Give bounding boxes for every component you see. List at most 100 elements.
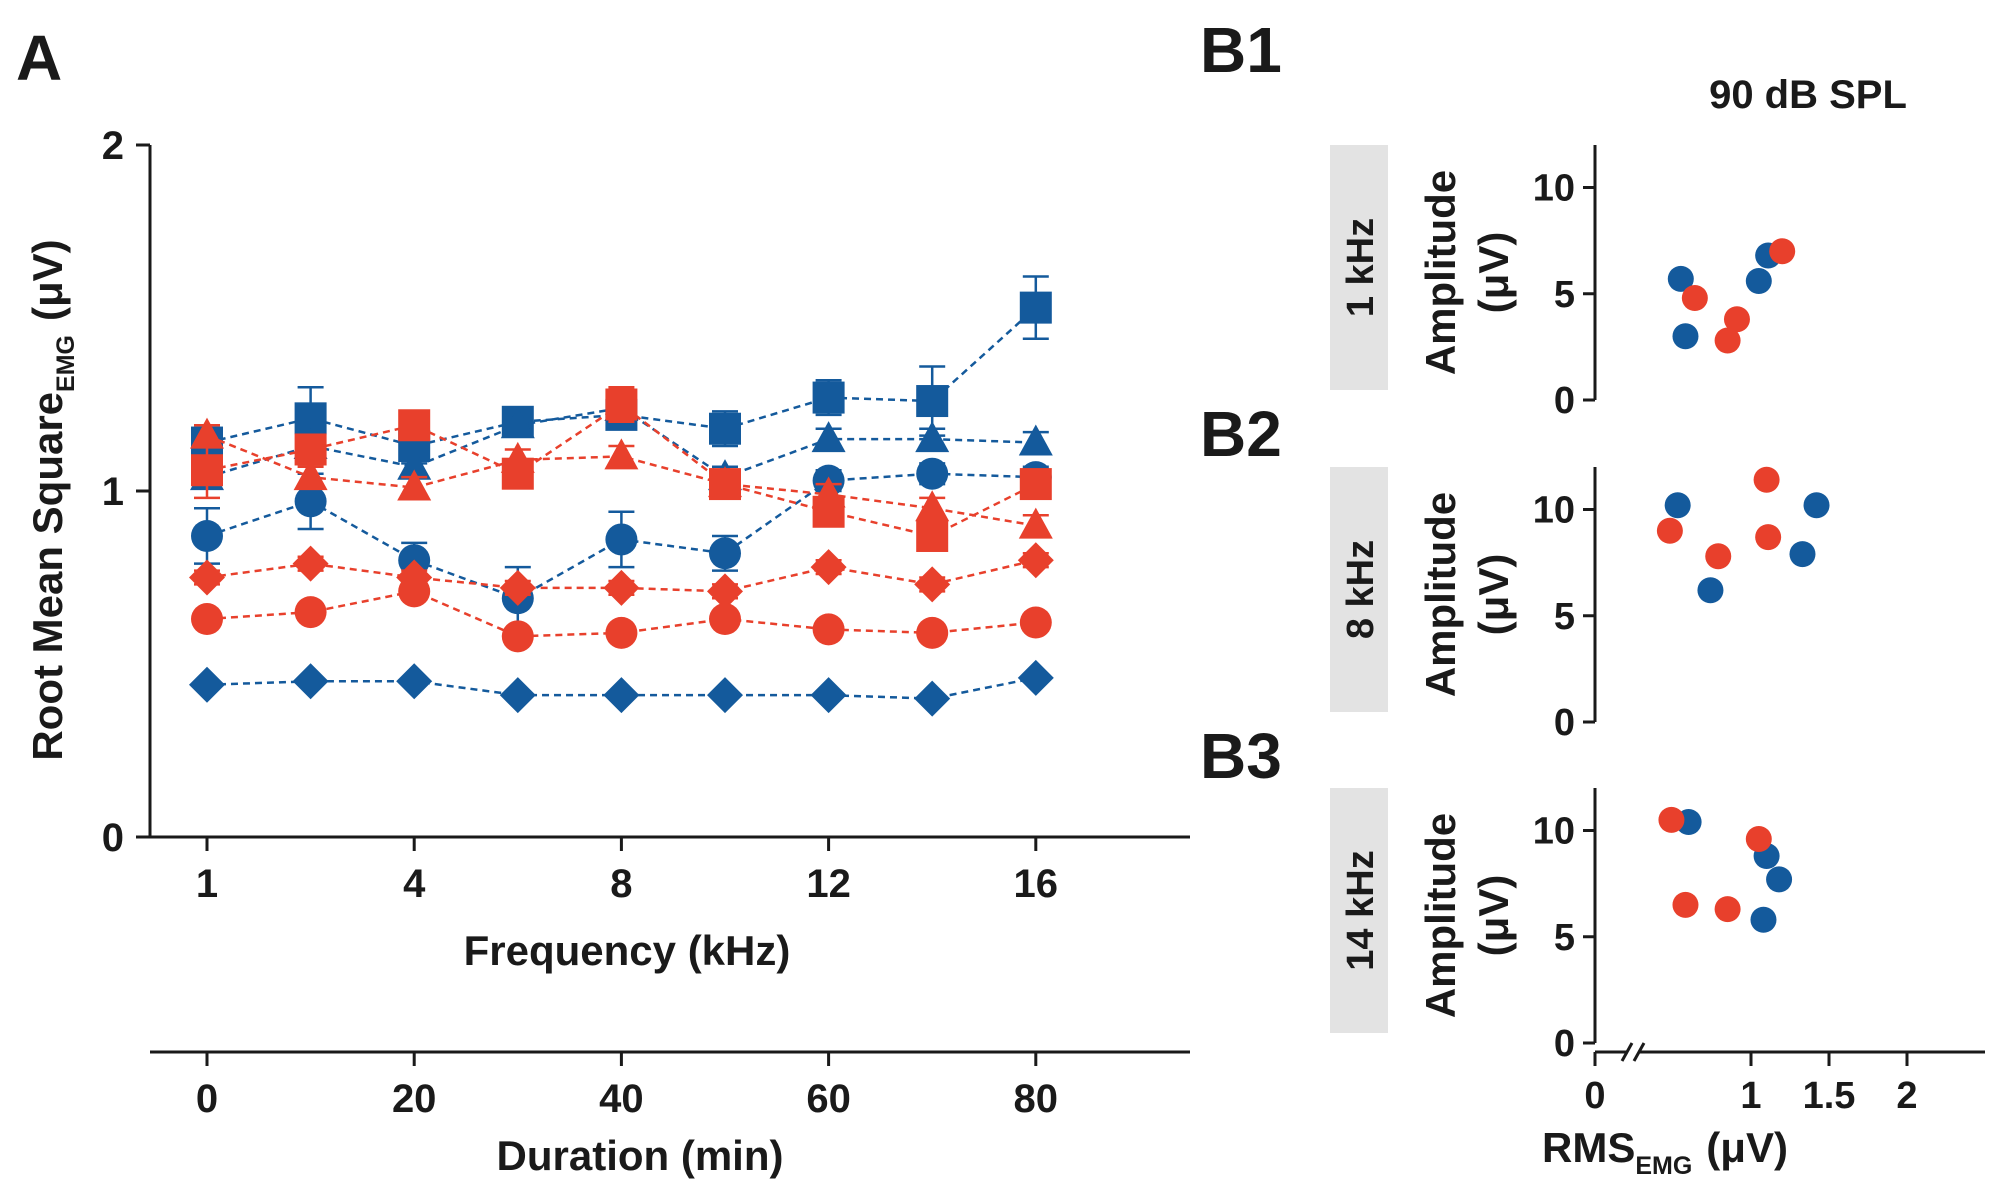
panel-a-frequency-tick-label: 12 <box>806 862 851 906</box>
panel-b-x-tick-label: 1 <box>1740 1075 1761 1117</box>
panel-label-b1: B1 <box>1200 14 1282 86</box>
panel-b-y-tick-label: 5 <box>1554 274 1575 316</box>
data-point-red-diamond <box>189 559 225 596</box>
data-point-red-circle <box>191 603 223 636</box>
series-red-triangle <box>190 417 1053 539</box>
panel-a-duration-tick-label: 0 <box>196 1077 218 1121</box>
scatter-point-red <box>1714 327 1741 354</box>
scatter-point-blue <box>1803 492 1830 519</box>
panel-a-series <box>189 275 1054 717</box>
data-point-red-square <box>916 519 949 552</box>
data-point-blue-circle <box>605 523 638 556</box>
panel-label-b2: B2 <box>1200 398 1282 470</box>
data-point-red-triangle <box>708 466 742 498</box>
panel-a-y-axis-title-unit: (μV) <box>24 239 71 321</box>
data-point-blue-circle <box>191 519 223 552</box>
scatter-point-red <box>1753 466 1780 493</box>
panel-b-y-axis-title-main: Amplitude <box>1417 492 1464 697</box>
data-point-red-triangle <box>190 417 224 449</box>
panel-a-frequency-tick-label: 8 <box>610 862 632 906</box>
data-point-red-circle <box>398 575 431 608</box>
axis-break-mark <box>1632 1042 1646 1062</box>
panel-a-y-tick-label: 1 <box>102 470 124 514</box>
panel-b-y-tick-label: 10 <box>1533 490 1575 532</box>
data-point-blue-diamond <box>499 677 536 714</box>
panel-b-x-axis-title: RMSEMG (μV) <box>1542 1124 1788 1180</box>
panel-b-y-axis-title-main: Amplitude <box>1417 170 1464 375</box>
data-point-red-circle <box>709 603 741 636</box>
data-point-blue-square <box>1019 291 1052 324</box>
data-point-blue-square <box>916 385 949 418</box>
frequency-label-box <box>1330 467 1388 712</box>
data-point-red-triangle <box>293 459 328 491</box>
series-line-blue-diamond <box>206 676 1037 700</box>
data-point-red-triangle <box>397 469 432 501</box>
series-line-blue-triangle <box>206 406 1036 479</box>
panel-a-y-axis-title: Root Mean SquareEMG (μV) <box>24 239 80 760</box>
data-point-red-triangle <box>1018 507 1053 539</box>
data-point-red-triangle <box>500 441 535 473</box>
data-point-blue-diamond <box>189 666 225 703</box>
panel-b-row-2: 8 kHz Amplitude (μV) 0 5 10 <box>1330 466 1830 744</box>
panel-b-y-tick-label: 5 <box>1554 596 1575 638</box>
data-point-blue-triangle <box>811 421 846 453</box>
data-point-blue-diamond <box>1017 659 1054 696</box>
panel-a-frequency-tick-label: 16 <box>1014 862 1059 906</box>
scatter-point-blue <box>1766 866 1793 893</box>
scatter-point-red <box>1745 826 1772 852</box>
frequency-label-box <box>1330 788 1388 1033</box>
scatter-point-blue <box>1750 906 1777 933</box>
scatter-point-red <box>1658 806 1685 833</box>
panel-b-y-axis-title-unit: (μV) <box>1470 232 1517 314</box>
panel-b-y-axis-title-unit: (μV) <box>1470 875 1517 957</box>
data-point-red-diamond <box>292 545 329 582</box>
panel-a-duration-tick-label: 20 <box>392 1077 437 1121</box>
data-point-red-square <box>1019 468 1052 501</box>
data-point-blue-diamond <box>396 663 433 700</box>
data-point-red-diamond <box>707 573 743 610</box>
data-point-blue-circle <box>294 485 327 518</box>
panel-a-frequency-tick-label: 4 <box>403 862 426 906</box>
panel-a-y-tick-label: 0 <box>102 816 124 860</box>
data-point-blue-square <box>709 412 741 445</box>
panel-b-x-tick-label: 2 <box>1896 1075 1917 1117</box>
axis-break-gap <box>1628 1044 1638 1060</box>
data-point-red-diamond <box>499 569 536 606</box>
scatter-point-red <box>1681 285 1708 311</box>
data-point-blue-diamond <box>292 663 329 700</box>
data-point-blue-triangle <box>397 448 432 480</box>
data-point-red-diamond <box>603 569 640 606</box>
panel-a-duration-tick-label: 60 <box>806 1077 851 1121</box>
data-point-blue-circle <box>916 457 949 490</box>
data-point-red-circle <box>294 596 327 629</box>
scatter-point-blue <box>1672 323 1699 350</box>
panel-b-x-tick-label: 1.5 <box>1803 1075 1856 1117</box>
panel-b-y-axis-title-main: Amplitude <box>1417 813 1464 1018</box>
scatter-point-blue <box>1697 577 1724 604</box>
panel-b-y-tick-label: 5 <box>1554 917 1575 959</box>
data-point-blue-square <box>812 381 845 414</box>
panel-b-y-tick-label: 10 <box>1533 811 1575 853</box>
frequency-label-box <box>1330 145 1388 390</box>
panel-b-x-axis-title-main: RMS <box>1542 1124 1635 1171</box>
data-point-red-square <box>605 388 638 421</box>
panel-a-frequency-tick-label: 1 <box>196 862 218 906</box>
scatter-point-blue <box>1667 265 1694 292</box>
panel-a-y-axis-title-main: Root Mean Square <box>24 392 71 761</box>
data-point-red-circle <box>1019 606 1052 639</box>
scatter-point-red <box>1755 524 1782 551</box>
data-point-red-diamond <box>1017 542 1054 579</box>
scatter-point-blue <box>1664 492 1691 519</box>
panel-a-frequency-axis-title: Frequency (kHz) <box>464 927 791 974</box>
data-point-red-circle <box>501 620 534 653</box>
data-point-red-circle <box>812 613 845 646</box>
panel-b-y-tick-label: 10 <box>1533 168 1575 210</box>
data-point-red-triangle <box>604 438 639 470</box>
panel-a-duration-axis-title: Duration (min) <box>497 1132 784 1179</box>
panel-b-row-3: 14 kHz Amplitude (μV) 0 5 10 <box>1330 788 1793 1065</box>
data-point-blue-circle <box>709 537 741 570</box>
data-point-blue-diamond <box>707 677 743 714</box>
